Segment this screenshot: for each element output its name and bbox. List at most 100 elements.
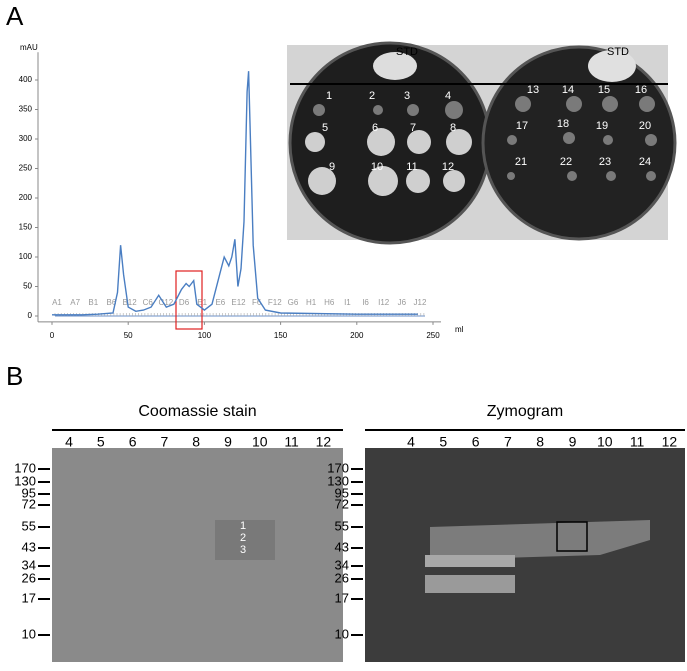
coomassie-gel [52,448,343,662]
plate-right [481,45,677,241]
zymogram-band [425,555,515,567]
lane-label: 9 [224,434,232,450]
highlight-box [556,521,588,552]
y-tick-label: 400 [19,75,33,84]
colony-halo [567,171,577,181]
fraction-label: H1 [306,298,317,307]
fraction-label: A7 [70,298,80,307]
colony-halo [373,105,383,115]
lane-label: 9 [569,434,577,450]
well-label: 13 [527,84,539,96]
marker-label: 130 [14,473,36,488]
y-tick-label: 150 [19,223,33,232]
colony-halo [639,96,655,112]
well-label: 16 [635,84,647,96]
panel-label: B [6,361,23,391]
x-unit: ml [455,325,464,334]
marker-label: 72 [335,496,349,511]
marker-label: 17 [22,590,36,605]
colony-halo [446,129,472,155]
marker-label: 72 [22,496,36,511]
well-label: 6 [372,122,378,134]
well-label: 23 [599,156,611,168]
gel-title: Zymogram [487,403,563,420]
marker-label: 34 [22,557,36,572]
zymogram-smear [430,520,650,560]
colony-halo [443,170,465,192]
lane-label: 7 [504,434,512,450]
band-label: 3 [240,544,246,556]
y-tick-label: 50 [23,282,32,291]
colony-halo [606,171,616,181]
lane-label: 4 [407,434,415,450]
lane-label: 5 [97,434,105,450]
std-label: STD [396,46,418,58]
fraction-label: F6 [252,298,262,307]
fraction-label: B12 [122,298,137,307]
marker-label: 43 [335,539,349,554]
fraction-label: D6 [179,298,190,307]
fraction-label: I12 [378,298,390,307]
fraction-label: B1 [88,298,98,307]
y-tick-label: 300 [19,134,33,143]
well-label: 10 [371,161,383,173]
colony-halo [646,171,656,181]
fraction-label: I1 [344,298,351,307]
lane-label: 10 [252,434,268,450]
y-tick-label: 0 [28,311,33,320]
colony-halo [407,104,419,116]
x-tick-label: 0 [50,331,55,340]
fraction-label: J12 [414,298,427,307]
colony-halo [308,167,336,195]
fraction-label: F12 [268,298,282,307]
y-tick-label: 200 [19,193,33,202]
colony-halo [305,132,325,152]
well-label: 11 [406,161,417,173]
colony-halo [407,130,431,154]
marker-label: 10 [22,626,36,641]
marker-label: 95 [22,485,36,500]
fraction-label: A1 [52,298,62,307]
lane-label: 8 [536,434,544,450]
fraction-label: B6 [107,298,117,307]
lane-label: 12 [316,434,332,450]
y-unit: mAU [20,43,38,52]
y-tick-label: 350 [19,105,33,114]
fraction-label: G6 [288,298,299,307]
well-label: 1 [326,90,332,102]
x-tick-label: 250 [426,331,440,340]
zymogram-band [425,575,515,593]
well-label: 18 [557,118,569,130]
colony-halo [645,134,657,146]
well-label: 4 [445,90,451,102]
marker-label: 55 [335,518,349,533]
marker-label: 26 [335,570,349,585]
well-label: 3 [404,90,410,102]
marker-label: 170 [14,460,36,475]
lane-label: 8 [192,434,200,450]
fraction-label: E6 [215,298,225,307]
lane-label: 12 [662,434,678,450]
y-tick-label: 100 [19,252,33,261]
lane-label: 7 [161,434,169,450]
marker-label: 26 [22,570,36,585]
fraction-label: J6 [398,298,407,307]
panel-label: A [6,1,24,31]
x-tick-label: 200 [350,331,364,340]
well-label: 2 [369,90,375,102]
lane-label: 6 [472,434,480,450]
colony-halo [515,96,531,112]
colony-halo [602,96,618,112]
marker-label: 43 [22,539,36,554]
coomassie-band [215,520,275,560]
colony-halo [406,169,430,193]
std-spot [588,50,636,82]
colony-halo [368,166,398,196]
marker-label: 10 [335,626,349,641]
std-spot [373,52,417,80]
colony-halo [507,135,517,145]
fraction-label: H6 [324,298,335,307]
well-label: 15 [598,84,610,96]
x-tick-label: 50 [124,331,133,340]
well-label: 12 [442,161,454,173]
